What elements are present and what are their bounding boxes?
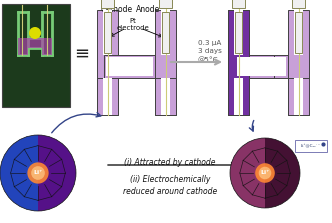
- Bar: [2, 4, 70, 107]
- Bar: [159, 0, 172, 8]
- Wedge shape: [38, 135, 76, 211]
- Bar: [155, 78, 176, 115]
- Circle shape: [29, 27, 41, 39]
- Circle shape: [255, 163, 275, 183]
- Text: Pt
electrode: Pt electrode: [117, 18, 149, 31]
- Bar: [228, 10, 249, 115]
- Bar: [161, 78, 170, 115]
- Wedge shape: [230, 138, 265, 208]
- Bar: [228, 10, 249, 115]
- Bar: [18, 38, 28, 55]
- Bar: [249, 55, 274, 78]
- Bar: [228, 78, 249, 115]
- Bar: [104, 55, 155, 78]
- Bar: [103, 78, 113, 115]
- Bar: [104, 12, 111, 53]
- Bar: [155, 10, 176, 115]
- Bar: [101, 0, 114, 8]
- Bar: [235, 55, 288, 78]
- Circle shape: [31, 166, 45, 180]
- Text: Cathode: Cathode: [101, 5, 133, 14]
- Text: Li⁺: Li⁺: [260, 171, 270, 176]
- Bar: [232, 0, 245, 8]
- Bar: [288, 78, 309, 115]
- Bar: [42, 38, 52, 55]
- Bar: [162, 12, 169, 53]
- Text: 0.3 μA
3 days
@5°C: 0.3 μA 3 days @5°C: [198, 40, 222, 64]
- Bar: [295, 12, 302, 53]
- Text: Anode: Anode: [136, 5, 160, 14]
- Circle shape: [27, 162, 49, 184]
- Bar: [103, 10, 113, 55]
- Bar: [235, 12, 242, 53]
- Bar: [28, 38, 42, 48]
- Circle shape: [259, 167, 271, 179]
- Text: Li⁺: Li⁺: [33, 171, 43, 176]
- Bar: [97, 78, 118, 115]
- Bar: [295, 140, 327, 152]
- Wedge shape: [0, 135, 38, 211]
- Bar: [234, 10, 243, 55]
- Bar: [97, 10, 118, 115]
- Text: Li⁺@C₆₀˙⁻: Li⁺@C₆₀˙⁻: [301, 144, 321, 148]
- Bar: [292, 0, 305, 8]
- Bar: [237, 57, 286, 76]
- Text: (ii) Electrochemically
reduced around cathode: (ii) Electrochemically reduced around ca…: [123, 175, 217, 196]
- Text: $\equiv$: $\equiv$: [71, 44, 89, 62]
- Text: (i) Attracted by cathode: (i) Attracted by cathode: [124, 158, 216, 167]
- Bar: [293, 10, 303, 55]
- Bar: [288, 10, 309, 115]
- Bar: [161, 10, 170, 55]
- Bar: [106, 57, 153, 76]
- Bar: [234, 78, 243, 115]
- Bar: [293, 78, 303, 115]
- Wedge shape: [265, 138, 300, 208]
